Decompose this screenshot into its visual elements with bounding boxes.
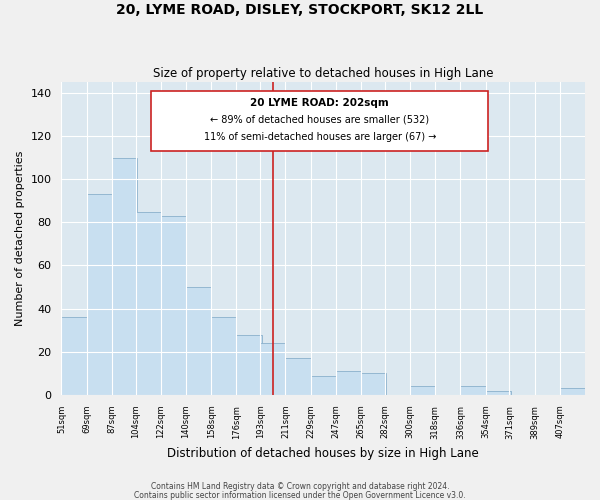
Bar [86,194,112,395]
Y-axis label: Number of detached properties: Number of detached properties [15,151,25,326]
Bar [485,390,511,395]
Bar [460,386,485,395]
Text: 20 LYME ROAD: 202sqm: 20 LYME ROAD: 202sqm [250,98,389,108]
Title: Size of property relative to detached houses in High Lane: Size of property relative to detached ho… [153,66,493,80]
X-axis label: Distribution of detached houses by size in High Lane: Distribution of detached houses by size … [167,447,479,460]
Bar [560,388,585,395]
Text: 11% of semi-detached houses are larger (67) →: 11% of semi-detached houses are larger (… [203,132,436,141]
Text: Contains HM Land Registry data © Crown copyright and database right 2024.: Contains HM Land Registry data © Crown c… [151,482,449,491]
Bar [336,371,361,395]
Bar [161,216,186,395]
Text: Contains public sector information licensed under the Open Government Licence v3: Contains public sector information licen… [134,490,466,500]
FancyBboxPatch shape [151,90,488,151]
Bar [112,158,137,395]
Bar [286,358,311,395]
Bar [410,386,435,395]
Bar [211,318,236,395]
Text: 20, LYME ROAD, DISLEY, STOCKPORT, SK12 2LL: 20, LYME ROAD, DISLEY, STOCKPORT, SK12 2… [116,2,484,16]
Bar [186,287,211,395]
Bar [61,318,86,395]
Text: ← 89% of detached houses are smaller (532): ← 89% of detached houses are smaller (53… [210,114,429,124]
Bar [361,374,386,395]
Bar [136,212,161,395]
Bar [311,376,336,395]
Bar [236,334,262,395]
Bar [260,343,286,395]
